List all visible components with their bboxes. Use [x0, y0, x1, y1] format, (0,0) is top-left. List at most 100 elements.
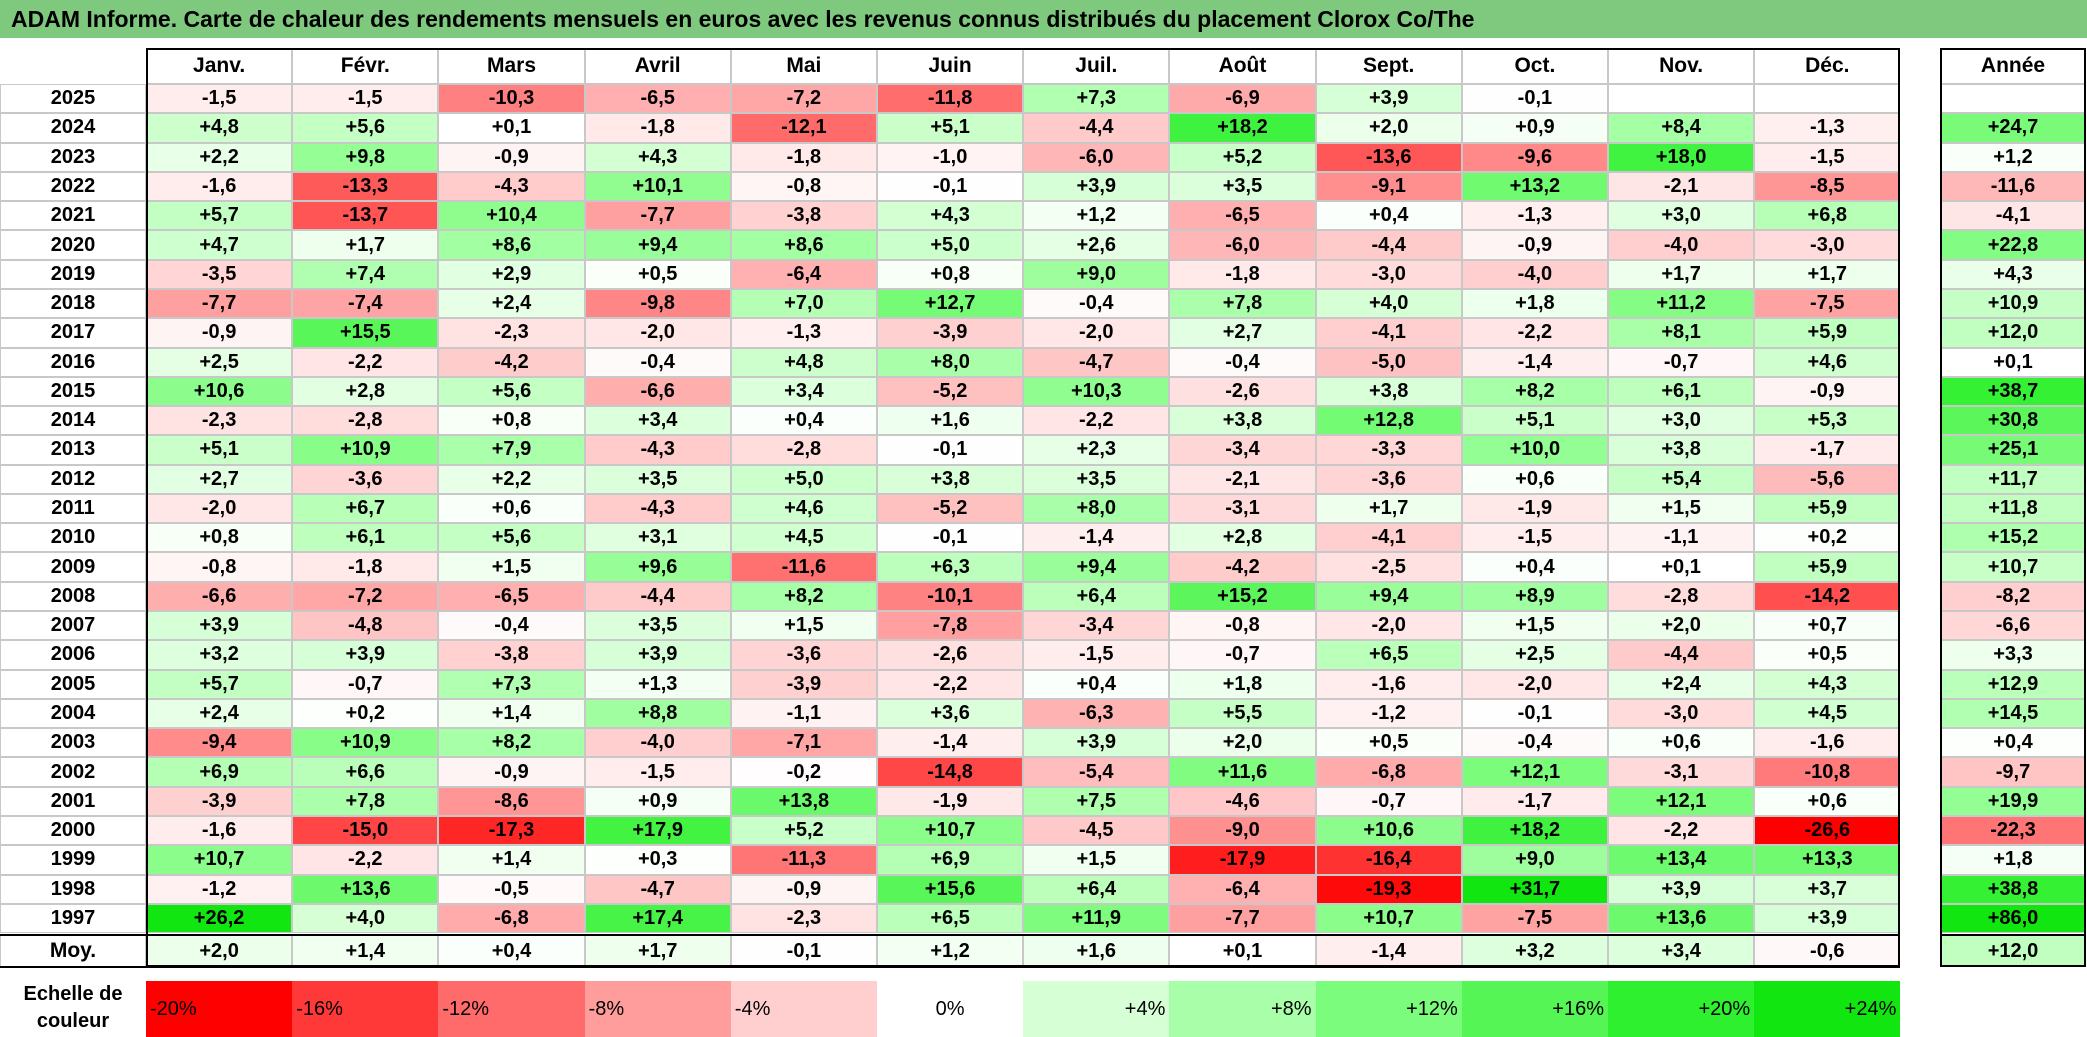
heatmap-cell: +6,9 [146, 757, 293, 787]
heatmap-cell: +6,1 [1608, 376, 1755, 407]
annual-cell: +12,9 [1940, 669, 2086, 699]
heatmap-cell: -6,5 [584, 84, 731, 114]
heatmap-cell: -2,2 [1023, 406, 1170, 436]
heatmap-cell: -6,3 [1023, 698, 1170, 729]
heatmap-cell: +13,8 [730, 786, 877, 816]
heatmap-cell: -0,7 [292, 669, 439, 699]
heatmap-cell: -4,1 [1315, 318, 1462, 348]
color-scale-swatch: -16% [292, 981, 439, 1037]
heatmap-cell: +7,0 [730, 288, 877, 319]
heatmap-cell: +10,7 [146, 845, 293, 875]
year-label: 1998 [0, 874, 146, 904]
annual-cell: +0,1 [1940, 347, 2086, 377]
year-label: 2019 [0, 259, 146, 289]
heatmap-cell: +6,8 [1754, 201, 1901, 231]
heatmap-cell: +7,8 [292, 786, 439, 816]
heatmap-cell: +4,5 [730, 523, 877, 553]
heatmap-cell: +2,0 [1169, 728, 1316, 758]
annual-cell: +24,7 [1940, 113, 2086, 143]
heatmap-cell: +5,6 [438, 376, 585, 407]
annual-cell: -8,2 [1940, 581, 2086, 612]
heatmap-cell: +5,4 [1608, 464, 1755, 494]
month-header: Nov. [1608, 48, 1755, 84]
heatmap-cell: -3,1 [1608, 757, 1755, 787]
heatmap-cell: -1,6 [1754, 728, 1901, 758]
month-header: Juin [877, 48, 1024, 84]
heatmap-cell: -0,4 [438, 611, 585, 641]
color-scale-swatch: 0% [877, 981, 1024, 1037]
heatmap-cell: -2,2 [1461, 318, 1608, 348]
annual-cell [1940, 84, 2086, 114]
heatmap-cell: -2,1 [1169, 464, 1316, 494]
heatmap-cell: +1,7 [292, 230, 439, 260]
heatmap-cell: +3,5 [584, 611, 731, 641]
heatmap-cell: +3,5 [1023, 464, 1170, 494]
heatmap-cell: +2,3 [1023, 435, 1170, 465]
heatmap-cell: +2,7 [146, 464, 293, 494]
heatmap-cell: +7,9 [438, 435, 585, 465]
heatmap-cell: -3,9 [146, 786, 293, 816]
heatmap-cell: -0,9 [438, 757, 585, 787]
year-label: 2020 [0, 230, 146, 260]
year-label: 2007 [0, 611, 146, 641]
heatmap-cell: -0,9 [438, 142, 585, 172]
year-label: 2014 [0, 406, 146, 436]
heatmap-cell: +3,4 [584, 406, 731, 436]
heatmap-cell: -0,1 [877, 171, 1024, 202]
heatmap-cell: +8,4 [1608, 113, 1755, 143]
heatmap-cell: -4,2 [438, 347, 585, 377]
heatmap-cell: +5,9 [1754, 493, 1901, 524]
heatmap-cell: +8,6 [438, 230, 585, 260]
heatmap-cell: -0,7 [1315, 786, 1462, 816]
annual-cell: +22,8 [1940, 230, 2086, 260]
heatmap-cell: +11,6 [1169, 757, 1316, 787]
heatmap-cell: +3,9 [292, 640, 439, 670]
heatmap-cell: -7,2 [292, 581, 439, 612]
average-cell: +3,2 [1461, 935, 1608, 968]
heatmap-cell: +6,5 [877, 903, 1024, 934]
heatmap-cell: +2,4 [1608, 669, 1755, 699]
annual-header: Année [1940, 48, 2086, 84]
heatmap-cell: -14,8 [877, 757, 1024, 787]
heatmap-cell: +4,0 [1315, 288, 1462, 319]
heatmap-cell: +3,9 [1023, 171, 1170, 202]
heatmap-cell: +0,6 [1608, 728, 1755, 758]
heatmap-cell: -0,1 [877, 435, 1024, 465]
heatmap-cell: +0,8 [438, 406, 585, 436]
heatmap-cell: -3,8 [438, 640, 585, 670]
heatmap-cell: -1,7 [1461, 786, 1608, 816]
heatmap-cell: -4,4 [1315, 230, 1462, 260]
month-header: Sept. [1315, 48, 1462, 84]
heatmap-cell: -2,8 [292, 406, 439, 436]
heatmap-cell: -2,5 [1315, 552, 1462, 582]
heatmap-cell: +3,9 [1315, 84, 1462, 114]
heatmap-cell: -1,8 [730, 142, 877, 172]
heatmap-cell: +0,6 [1461, 464, 1608, 494]
heatmap-cell: +31,7 [1461, 874, 1608, 904]
heatmap-cell: +9,0 [1023, 259, 1170, 289]
heatmap-cell: -7,7 [1169, 903, 1316, 934]
heatmap-cell: +8,8 [584, 698, 731, 729]
heatmap-cell: -8,5 [1754, 171, 1901, 202]
average-label: Moy. [0, 935, 146, 968]
heatmap-cell: -4,7 [584, 874, 731, 904]
heatmap-cell: +17,4 [584, 903, 731, 934]
heatmap-cell: -1,7 [1754, 435, 1901, 465]
heatmap-cell: +0,4 [1315, 201, 1462, 231]
heatmap-cell: -3,8 [730, 201, 877, 231]
heatmap-cell: -2,3 [730, 903, 877, 934]
heatmap-cell: +1,4 [438, 698, 585, 729]
heatmap-cell: -4,0 [1461, 259, 1608, 289]
heatmap-cell: -0,8 [146, 552, 293, 582]
heatmap-cell: -1,8 [584, 113, 731, 143]
heatmap-cell: -3,1 [1169, 493, 1316, 524]
heatmap-cell: -2,8 [730, 435, 877, 465]
heatmap-cell: -3,0 [1754, 230, 1901, 260]
heatmap-cell: +6,9 [877, 845, 1024, 875]
heatmap-cell: -2,0 [1461, 669, 1608, 699]
heatmap-cell: -2,2 [1608, 816, 1755, 846]
heatmap-cell [1608, 84, 1755, 114]
heatmap-cell: -15,0 [292, 816, 439, 846]
heatmap-cell: -0,2 [730, 757, 877, 787]
color-scale-swatch: +16% [1461, 981, 1608, 1037]
